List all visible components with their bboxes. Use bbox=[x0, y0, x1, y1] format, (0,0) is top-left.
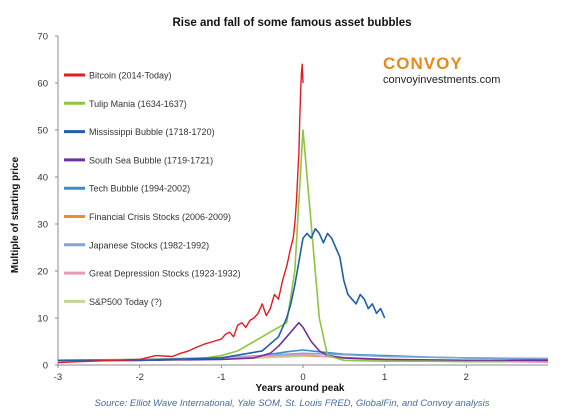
x-tick-label: -2 bbox=[135, 372, 143, 383]
y-tick-label: 20 bbox=[37, 267, 48, 278]
brand-name: CONVOY bbox=[383, 54, 463, 73]
x-tick-label: -1 bbox=[217, 372, 225, 383]
legend-label: Great Depression Stocks (1923-1932) bbox=[89, 269, 241, 279]
series-lines bbox=[57, 63, 549, 364]
legend-label: Tech Bubble (1994-2002) bbox=[89, 184, 190, 194]
source-note: Source: Elliot Wave International, Yale … bbox=[95, 398, 490, 409]
legend-label: Bitcoin (2014-Today) bbox=[89, 71, 172, 81]
y-tick-label: 70 bbox=[37, 32, 48, 43]
y-tick-label: 60 bbox=[37, 79, 48, 90]
y-tick-label: 40 bbox=[37, 173, 48, 184]
x-axis-label: Years around peak bbox=[256, 383, 345, 394]
y-tick-label: 50 bbox=[37, 126, 48, 137]
legend-label: Japanese Stocks (1982-1992) bbox=[89, 240, 209, 250]
x-tick-labels: -3 -2 -1 0 1 2 bbox=[54, 365, 469, 383]
legend-label: Financial Crisis Stocks (2006-2009) bbox=[89, 212, 231, 222]
legend-label: Tulip Mania (1634-1637) bbox=[89, 99, 187, 109]
legend: Bitcoin (2014-Today) Tulip Mania (1634-16… bbox=[64, 71, 241, 307]
series-line-0 bbox=[57, 63, 304, 364]
legend-label: S&P500 Today (?) bbox=[89, 297, 162, 307]
y-axis-label: Multiple of starting price bbox=[10, 157, 21, 274]
chart-title: Rise and fall of some famous asset bubbl… bbox=[172, 17, 411, 29]
y-tick-label: 10 bbox=[37, 314, 48, 325]
y-tick-label: 0 bbox=[43, 361, 48, 372]
series-line-3 bbox=[58, 321, 548, 362]
x-tick-label: 1 bbox=[382, 372, 387, 383]
x-tick-label: 0 bbox=[300, 372, 305, 383]
x-tick-label: 2 bbox=[464, 372, 469, 383]
y-tick-label: 30 bbox=[37, 220, 48, 231]
brand-url: convoyinvestments.com bbox=[383, 74, 500, 86]
legend-label: South Sea Bubble (1719-1721) bbox=[89, 155, 213, 165]
legend-label: Mississippi Bubble (1718-1720) bbox=[89, 127, 215, 137]
x-tick-label: -3 bbox=[54, 372, 62, 383]
series-line-2 bbox=[58, 227, 386, 362]
y-tick-labels: 0 10 20 30 40 50 60 70 bbox=[37, 32, 58, 372]
